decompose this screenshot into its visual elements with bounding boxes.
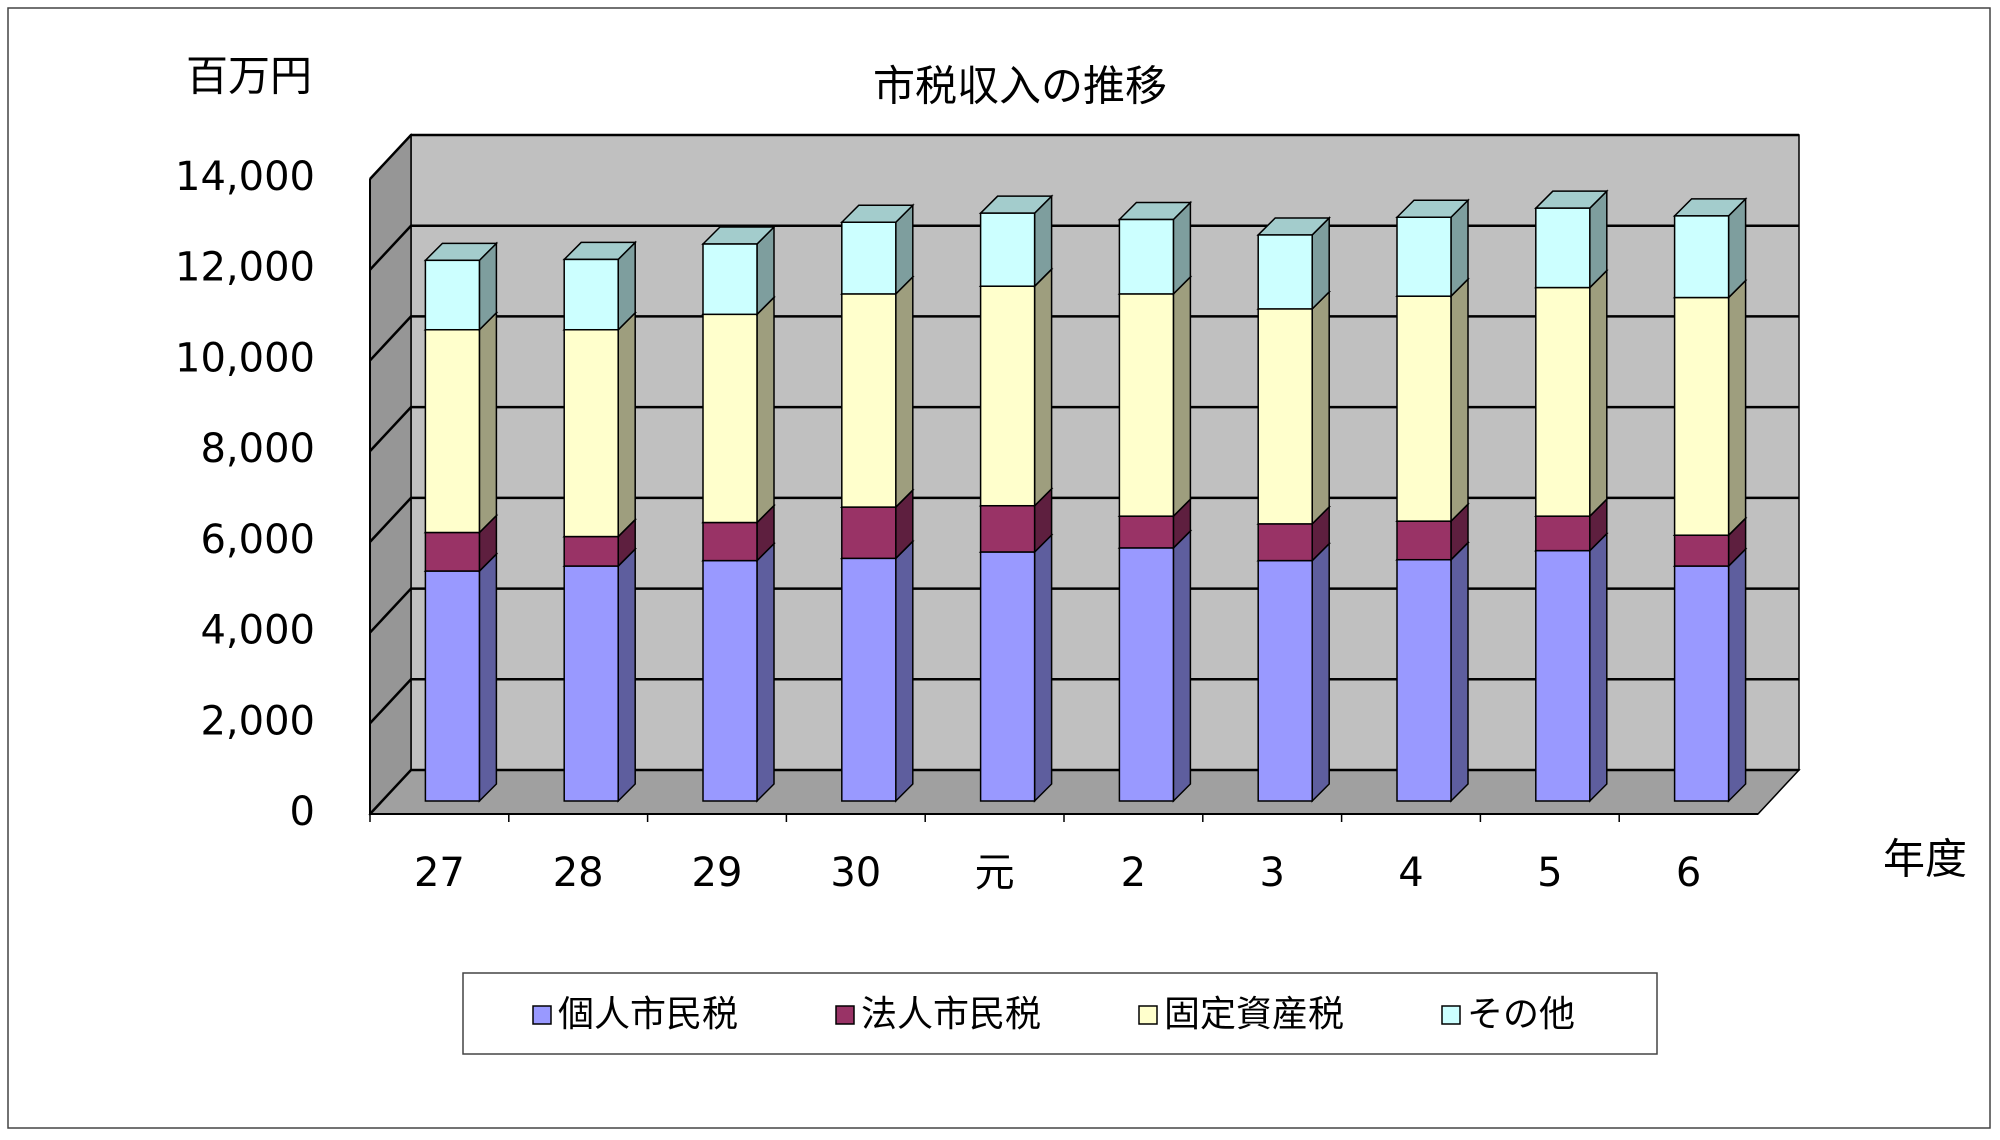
bar — [1673, 565, 1730, 802]
bar — [424, 259, 481, 331]
y-tick-label: 0 — [290, 789, 315, 835]
bar — [424, 531, 481, 572]
x-tick-label: 4 — [1398, 850, 1423, 896]
x-tick-label: 6 — [1676, 850, 1701, 896]
y-tick-label: 14,000 — [175, 154, 315, 200]
bar — [1396, 295, 1452, 522]
bar — [841, 221, 897, 295]
bar-side — [895, 539, 914, 803]
legend-swatch — [1441, 1005, 1461, 1025]
bar — [979, 285, 1036, 507]
bar — [1257, 308, 1313, 525]
bar — [563, 258, 619, 331]
bar — [563, 535, 619, 567]
bar — [424, 328, 481, 534]
bar-side — [1172, 275, 1192, 518]
legend-swatch — [532, 1005, 552, 1025]
legend-label: 固定資産税 — [1164, 994, 1344, 1035]
x-tick-label: 3 — [1259, 850, 1284, 896]
bar — [1673, 215, 1730, 299]
y-tick-label: 10,000 — [175, 335, 315, 381]
y-tick-label: 6,000 — [200, 517, 315, 563]
bar-side — [1727, 278, 1747, 538]
y-tick-label: 2,000 — [200, 698, 315, 744]
x-tick-label: 2 — [1121, 850, 1146, 896]
x-tick-label: 元 — [975, 850, 1015, 896]
x-tick-label: 30 — [830, 850, 881, 896]
x-tick-label: 28 — [553, 850, 604, 896]
bar — [1118, 218, 1175, 295]
bar-side — [1172, 529, 1192, 803]
bar-side — [1450, 540, 1469, 803]
bar — [702, 521, 758, 562]
bar — [979, 212, 1036, 287]
bar — [563, 565, 619, 802]
bar — [1257, 559, 1313, 802]
bar-side — [895, 275, 914, 509]
bar — [702, 313, 758, 524]
bar — [1257, 234, 1313, 310]
bar — [702, 243, 758, 316]
x-tick-label: 29 — [692, 850, 743, 896]
bar-side — [1033, 267, 1053, 508]
y-tick-label: 4,000 — [200, 608, 315, 654]
x-tick-label: 5 — [1537, 850, 1562, 896]
bar — [1396, 216, 1452, 297]
bar-side — [756, 541, 775, 803]
bar — [1535, 515, 1591, 552]
side-wall — [369, 133, 412, 816]
grid-line — [369, 405, 1799, 452]
grid-line — [369, 587, 1799, 634]
bar-side — [1727, 547, 1747, 803]
bar — [1535, 286, 1591, 517]
bar-side — [1033, 533, 1053, 803]
bar-side — [1450, 277, 1469, 523]
bar — [979, 551, 1036, 802]
bar — [841, 557, 897, 802]
bar-side — [617, 547, 636, 803]
legend-swatch — [835, 1005, 855, 1025]
grid-line — [369, 315, 1799, 362]
bar-side — [617, 310, 636, 539]
bar-side — [756, 295, 775, 525]
bar — [979, 504, 1036, 553]
bar — [1673, 534, 1730, 567]
legend-label: 法人市民税 — [861, 994, 1041, 1035]
bar-side — [1311, 290, 1330, 526]
bar-side — [1589, 268, 1608, 518]
grid-line — [369, 678, 1799, 725]
legend-label: 個人市民税 — [558, 994, 738, 1035]
grid-line — [369, 496, 1799, 543]
bar — [841, 293, 897, 508]
bar — [424, 570, 481, 802]
y-tick-label: 12,000 — [175, 245, 315, 291]
legend-swatch — [1138, 1005, 1158, 1025]
x-tick-label: 27 — [414, 850, 465, 896]
y-tick-label: 8,000 — [200, 426, 315, 472]
grid-line — [369, 224, 1799, 271]
legend-label: その他 — [1467, 994, 1575, 1035]
bar — [1673, 296, 1730, 536]
bar-side — [478, 552, 498, 803]
bar — [1118, 293, 1175, 517]
bar — [841, 506, 897, 560]
bar — [1118, 547, 1175, 802]
bar-side — [478, 310, 498, 535]
bar — [1396, 520, 1452, 561]
x-axis-label: 年度 — [1883, 835, 1967, 884]
bar — [1535, 207, 1591, 289]
bar-side — [1311, 541, 1330, 803]
grid-line — [369, 768, 1799, 815]
chart-title: 市税収入の推移 — [873, 62, 1167, 111]
grid-line — [369, 133, 1799, 180]
bar — [702, 559, 758, 802]
bar — [1257, 523, 1313, 562]
bar — [1396, 558, 1452, 802]
bar — [563, 328, 619, 538]
bar — [1535, 549, 1591, 802]
y-axis-label: 百万円 — [186, 52, 312, 101]
bar — [1118, 515, 1175, 549]
bar-side — [1589, 531, 1608, 803]
